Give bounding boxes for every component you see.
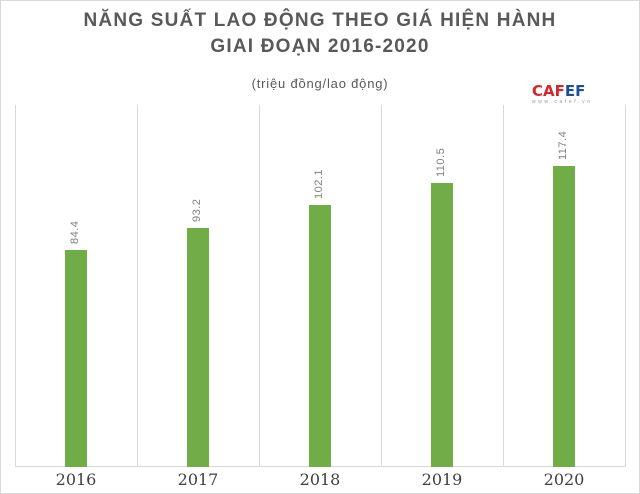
bar-2019 — [431, 183, 453, 467]
data-label-2020: 117.4 — [557, 130, 569, 160]
gridline — [503, 105, 504, 467]
logo-blue-text: EF — [564, 82, 586, 100]
data-label-2016: 84.4 — [69, 220, 81, 245]
chart-title-line-1: NĂNG SUẤT LAO ĐỘNG THEO GIÁ HIỆN HÀNH — [83, 10, 557, 31]
gridline — [259, 105, 260, 467]
x-tick-label-2020: 2020 — [543, 470, 585, 489]
x-tick-label-2016: 2016 — [55, 470, 97, 489]
plot-area: 84.4 93.2 102.1 110.5 117.4 — [15, 105, 626, 467]
gridline — [625, 105, 626, 467]
cafef-logo: CAFEF www.cafef.vn — [532, 84, 612, 108]
bar-2018 — [309, 204, 331, 467]
gridline — [381, 105, 382, 467]
bar-2016 — [65, 250, 87, 467]
chart-title-line-2: GIAI ĐOẠN 2016-2020 — [210, 36, 430, 57]
data-label-2018: 102.1 — [313, 168, 325, 199]
bar-2017 — [187, 227, 209, 467]
x-tick-label-2017: 2017 — [177, 470, 219, 489]
logo-red-text: CAF — [532, 82, 565, 100]
x-tick-label-2019: 2019 — [421, 470, 463, 489]
logo-url: www.cafef.vn — [532, 99, 593, 105]
x-tick-label-2018: 2018 — [299, 470, 341, 489]
data-label-2017: 93.2 — [191, 198, 203, 222]
data-label-2019: 110.5 — [435, 148, 447, 178]
bar-2020 — [553, 165, 575, 467]
gridline — [15, 105, 16, 467]
gridline — [137, 105, 138, 467]
chart-unit-subtitle: (triệu đồng/lao động) — [251, 76, 389, 91]
